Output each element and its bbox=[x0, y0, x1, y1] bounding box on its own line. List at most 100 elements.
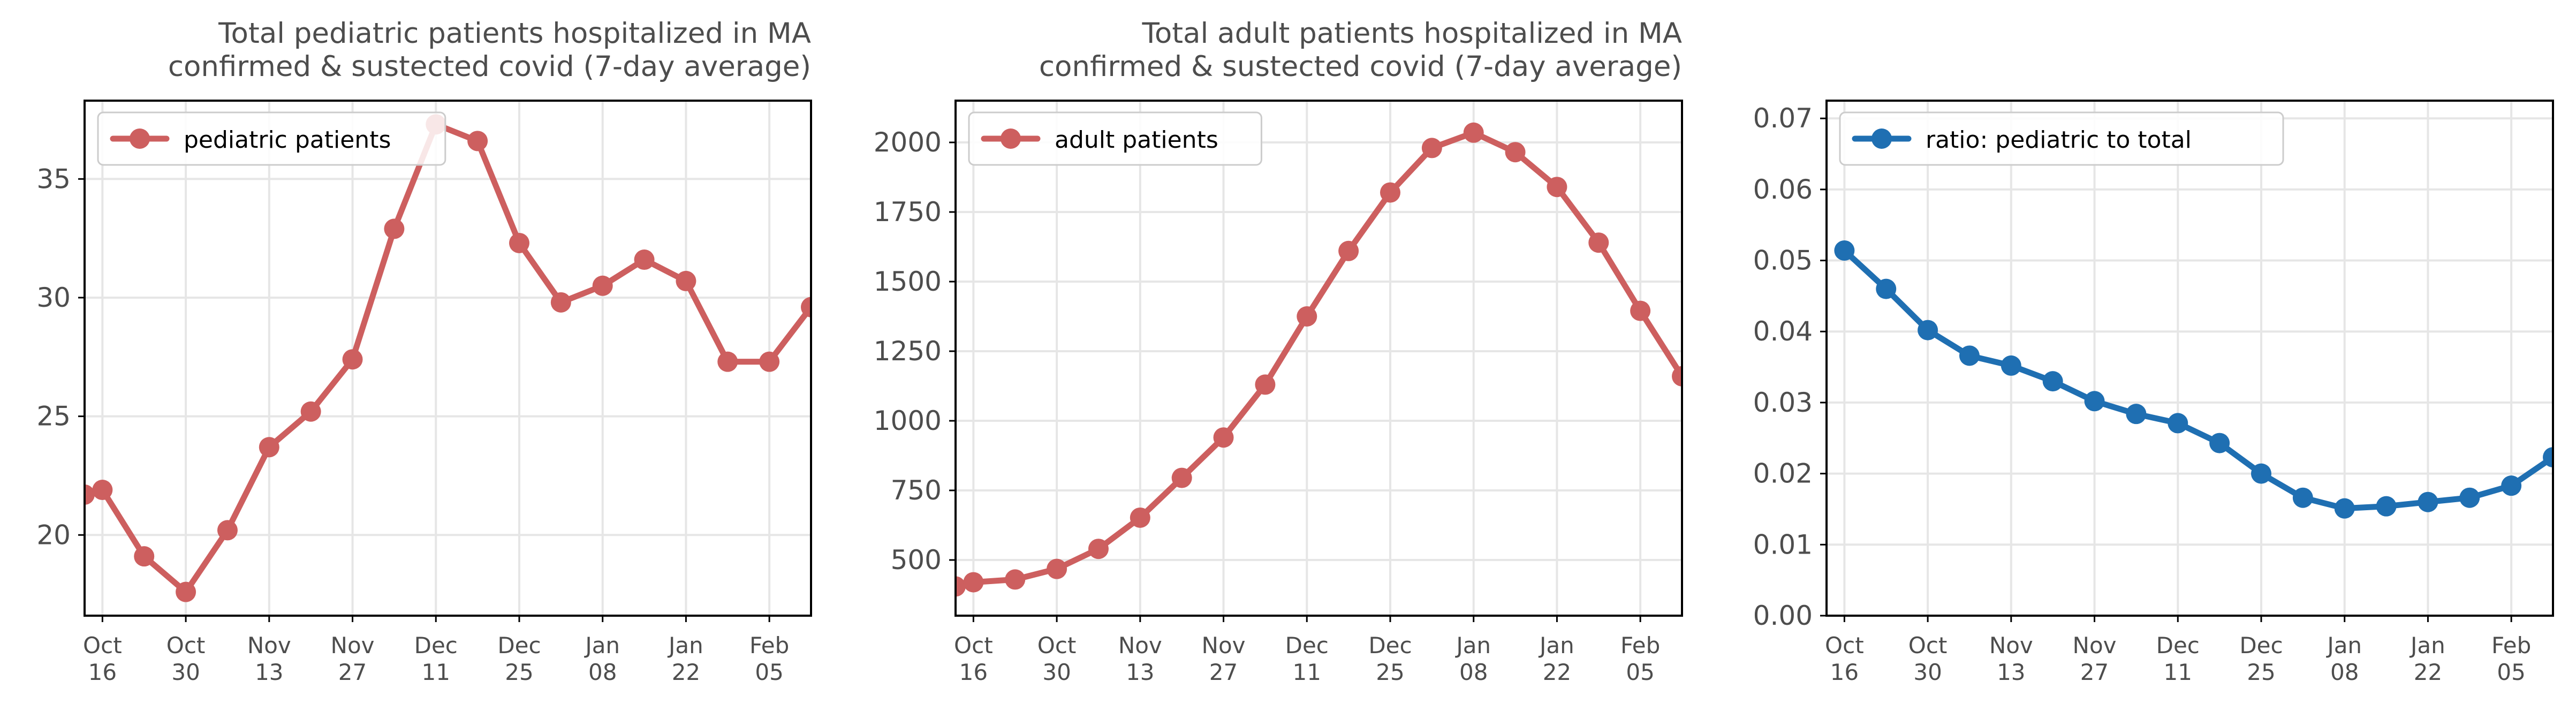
x-tick-label: 27 bbox=[338, 659, 367, 685]
y-tick-label: 500 bbox=[891, 544, 942, 576]
data-point bbox=[1672, 366, 1682, 387]
data-point bbox=[1918, 320, 1938, 340]
data-point bbox=[2292, 487, 2313, 508]
x-tick-label: Nov bbox=[1202, 632, 1246, 659]
data-point bbox=[550, 292, 571, 313]
y-tick-label: 0.03 bbox=[1753, 387, 1813, 418]
data-point bbox=[2334, 498, 2355, 519]
x-tick-label: 25 bbox=[1376, 659, 1404, 685]
x-tick-label: Nov bbox=[1989, 632, 2033, 659]
y-tick-label: 750 bbox=[891, 475, 942, 506]
x-tick-label: 13 bbox=[255, 659, 283, 685]
data-point bbox=[1130, 507, 1150, 528]
data-point bbox=[801, 297, 811, 317]
x-tick-label: Jan bbox=[2325, 632, 2362, 659]
x-tick-label: 27 bbox=[2080, 659, 2109, 685]
data-point bbox=[92, 480, 113, 501]
chart-title: Total adult patients hospitalized in MA bbox=[1141, 17, 1682, 50]
x-tick-label: Dec bbox=[2239, 632, 2283, 659]
plot-data bbox=[956, 122, 1682, 597]
data-point bbox=[592, 275, 613, 296]
x-tick-label: 08 bbox=[588, 659, 617, 685]
y-tick-label: 0.04 bbox=[1753, 316, 1813, 347]
data-point bbox=[2251, 463, 2271, 484]
x-tick-label: Jan bbox=[667, 632, 703, 659]
data-point bbox=[2501, 475, 2522, 496]
y-tick-label: 0.05 bbox=[1753, 245, 1813, 276]
data-point bbox=[759, 351, 780, 372]
legend-label: ratio: pediatric to total bbox=[1926, 126, 2192, 154]
x-tick-label: Nov bbox=[331, 632, 375, 659]
plot-data bbox=[1834, 240, 2553, 519]
x-tick-label: 22 bbox=[2414, 659, 2442, 685]
data-point bbox=[1380, 182, 1400, 203]
x-tick-label: 05 bbox=[755, 659, 783, 685]
x-tick-label: 05 bbox=[1626, 659, 1654, 685]
chart-title: confirmed & sustected covid (7-day avera… bbox=[1039, 50, 1682, 83]
data-point bbox=[2001, 355, 2021, 376]
chart-panel-1: Oct16Oct30Nov13Nov27Dec11Dec25Jan08Jan22… bbox=[36, 17, 812, 685]
data-point bbox=[1088, 539, 1109, 559]
x-tick-label: Nov bbox=[247, 632, 291, 659]
data-point bbox=[2126, 404, 2147, 425]
y-tick-label: 1250 bbox=[874, 336, 942, 367]
y-tick-label: 0.01 bbox=[1753, 529, 1813, 560]
x-tick-label: Oct bbox=[954, 632, 993, 659]
data-point bbox=[259, 437, 279, 458]
x-tick-label: 11 bbox=[422, 659, 450, 685]
plot-frame bbox=[954, 100, 1683, 617]
x-tick-label: Feb bbox=[2491, 632, 2531, 659]
legend-box bbox=[97, 111, 446, 166]
plot-frame bbox=[1825, 100, 2554, 617]
data-point bbox=[1213, 427, 1234, 448]
data-point bbox=[717, 351, 738, 372]
x-tick-label: 27 bbox=[1209, 659, 1238, 685]
y-tick-label: 25 bbox=[36, 401, 71, 432]
x-tick-label: Oct bbox=[1037, 632, 1077, 659]
y-tick-label: 0.07 bbox=[1753, 103, 1813, 134]
series-line bbox=[1841, 247, 2553, 512]
x-tick-label: Jan bbox=[1454, 632, 1491, 659]
data-point bbox=[1047, 558, 1067, 579]
x-tick-label: 30 bbox=[1042, 659, 1071, 685]
data-point bbox=[300, 401, 321, 422]
x-tick-label: 30 bbox=[1913, 659, 1942, 685]
x-tick-label: Dec bbox=[497, 632, 541, 659]
x-tick-label: Dec bbox=[2156, 632, 2200, 659]
x-tick-label: 11 bbox=[2164, 659, 2192, 685]
legend-marker bbox=[1001, 128, 1021, 149]
data-point bbox=[1505, 142, 1526, 163]
data-point bbox=[963, 572, 984, 593]
data-point bbox=[509, 232, 529, 253]
data-point bbox=[1338, 240, 1359, 261]
data-point bbox=[1630, 300, 1651, 321]
data-point bbox=[1297, 306, 1317, 327]
legend-label: pediatric patients bbox=[184, 126, 391, 154]
data-point bbox=[2168, 413, 2188, 434]
data-point bbox=[1255, 374, 1276, 395]
y-tick-label: 0.02 bbox=[1753, 458, 1813, 489]
x-tick-label: Dec bbox=[414, 632, 458, 659]
chart-title: Total pediatric patients hospitalized in… bbox=[218, 17, 811, 50]
x-tick-label: 13 bbox=[1997, 659, 2025, 685]
data-point bbox=[85, 484, 95, 505]
chart-panel-2: Oct16Oct30Nov13Nov27Dec11Dec25Jan08Jan22… bbox=[874, 17, 1683, 685]
x-tick-label: Nov bbox=[1118, 632, 1162, 659]
x-tick-label: Nov bbox=[2073, 632, 2117, 659]
y-tick-label: 0.06 bbox=[1753, 174, 1813, 205]
data-point bbox=[2042, 371, 2063, 392]
data-point bbox=[1834, 240, 1855, 261]
y-tick-label: 20 bbox=[36, 519, 71, 550]
x-tick-label: 25 bbox=[505, 659, 533, 685]
x-tick-label: 05 bbox=[2497, 659, 2525, 685]
y-tick-label: 1750 bbox=[874, 196, 942, 228]
data-point bbox=[676, 270, 696, 291]
data-point bbox=[1171, 467, 1192, 488]
y-tick-label: 30 bbox=[36, 282, 71, 313]
x-tick-label: Jan bbox=[2409, 632, 2445, 659]
data-point bbox=[956, 576, 966, 597]
data-point bbox=[1421, 138, 1442, 158]
data-point bbox=[1876, 278, 1897, 299]
